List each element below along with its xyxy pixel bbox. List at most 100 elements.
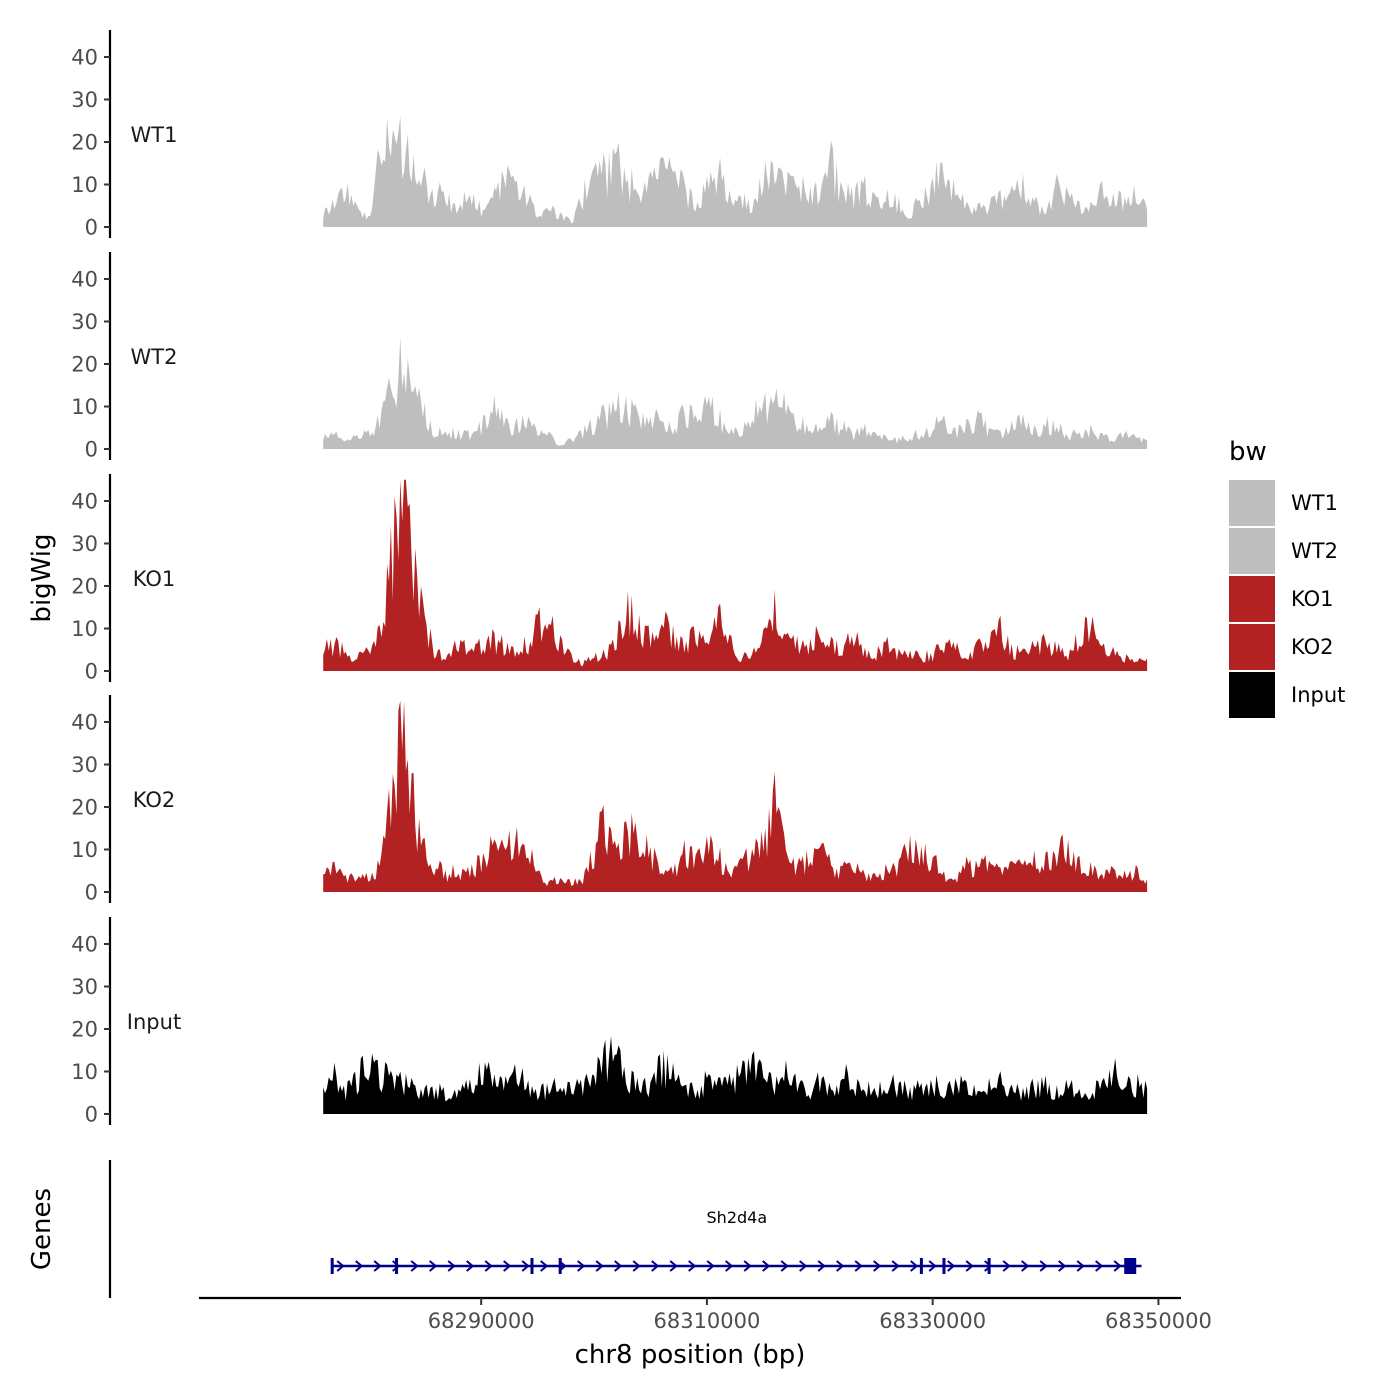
y-tick-label: 0	[85, 660, 98, 684]
strand-arrow	[836, 1260, 845, 1272]
strand-arrow	[780, 1260, 789, 1272]
legend-label: WT2	[1291, 539, 1338, 563]
strand-arrow	[1039, 1260, 1048, 1272]
strand-arrow	[873, 1260, 882, 1272]
exon	[558, 1258, 562, 1274]
legend-item-wt2: WT2	[1229, 528, 1338, 574]
y-tick-label: 30	[71, 532, 98, 556]
y-tick-label: 40	[71, 933, 98, 957]
strand-arrow	[577, 1260, 586, 1272]
strand-arrow	[336, 1260, 345, 1272]
legend-swatch	[1229, 576, 1275, 622]
track-wt1: 0 10 20 30 40 WT1	[71, 30, 1148, 240]
strand-arrow	[466, 1260, 475, 1272]
y-tick-label: 0	[85, 881, 98, 905]
x-axis-title: chr8 position (bp)	[575, 1340, 806, 1370]
strand-arrow	[706, 1260, 715, 1272]
strand-arrow	[688, 1260, 697, 1272]
strand-arrow	[1095, 1260, 1104, 1272]
strand-arrow	[373, 1260, 382, 1272]
area-wt1	[323, 115, 1148, 227]
y-tick-label: 30	[71, 753, 98, 777]
legend-swatch	[1229, 528, 1275, 574]
y-tick-label: 20	[71, 575, 98, 599]
track-ko2: 0 10 20 30 40 KO2	[71, 695, 1148, 905]
area-input	[323, 1036, 1148, 1114]
y-tick-label: 40	[71, 46, 98, 70]
x-tick-label: 68290000	[428, 1309, 535, 1333]
legend-item-ko1: KO1	[1229, 576, 1334, 622]
exon	[942, 1258, 946, 1274]
strand-arrow	[614, 1260, 623, 1272]
y-axis-title: bigWig	[27, 533, 57, 622]
strand-arrow	[1113, 1260, 1122, 1272]
strand-arrow	[725, 1260, 734, 1272]
exon	[919, 1258, 923, 1274]
strand-arrow	[521, 1260, 530, 1272]
strand-arrow	[484, 1260, 493, 1272]
strand-arrow	[762, 1260, 771, 1272]
y-tick-label: 40	[71, 490, 98, 514]
legend-items: WT1 WT2 KO1 KO2 Input	[1229, 480, 1345, 718]
y-tick-label: 10	[71, 1060, 98, 1084]
exon	[330, 1258, 334, 1274]
strand-arrow	[1058, 1260, 1067, 1272]
y-tick-label: 40	[71, 268, 98, 292]
track-label: KO1	[133, 567, 176, 591]
strand-arrow	[947, 1260, 956, 1272]
legend-label: KO1	[1291, 587, 1334, 611]
strand-arrow	[1021, 1260, 1030, 1272]
track-label: WT2	[131, 345, 178, 369]
x-tick-label: 68310000	[653, 1309, 760, 1333]
gene-name: Sh2d4a	[707, 1208, 768, 1227]
y-tick-label: 10	[71, 838, 98, 862]
legend-label: Input	[1291, 683, 1345, 707]
strand-arrow	[669, 1260, 678, 1272]
strand-arrow	[355, 1260, 364, 1272]
strand-arrow	[447, 1260, 456, 1272]
track-label: WT1	[131, 123, 178, 147]
strand-arrow	[410, 1260, 419, 1272]
legend-label: KO2	[1291, 635, 1334, 659]
y-tick-label: 0	[85, 1103, 98, 1127]
y-tick-label: 30	[71, 310, 98, 334]
track-input: 0 10 20 30 40 Input	[71, 917, 1148, 1127]
strand-arrow	[1076, 1260, 1085, 1272]
track-ko1: 0 10 20 30 40 KO1	[71, 474, 1148, 684]
strand-arrow	[651, 1260, 660, 1272]
y-tick-label: 10	[71, 617, 98, 641]
legend: bw WT1 WT2 KO1 KO2 Input	[1229, 437, 1345, 718]
y-tick-label: 20	[71, 1018, 98, 1042]
y-tick-label: 10	[71, 173, 98, 197]
y-tick-label: 0	[85, 438, 98, 462]
strand-arrow	[392, 1260, 401, 1272]
legend-swatch	[1229, 624, 1275, 670]
strand-arrow	[540, 1260, 549, 1272]
y-tick-label: 40	[71, 711, 98, 735]
strand-arrow	[965, 1260, 974, 1272]
strand-arrow	[799, 1260, 808, 1272]
legend-label: WT1	[1291, 491, 1338, 515]
strand-arrow	[1002, 1260, 1011, 1272]
strand-arrow	[891, 1260, 900, 1272]
legend-item-wt1: WT1	[1229, 480, 1338, 526]
y-tick-label: 30	[71, 975, 98, 999]
y-tick-label: 30	[71, 88, 98, 112]
track-label: KO2	[133, 788, 176, 812]
y-tick-label: 0	[85, 216, 98, 240]
legend-swatch	[1229, 480, 1275, 526]
bigwig-tracks: 0 10 20 30 40 WT1 0 10 20 30 40 WT2 0 10 20 30 40 KO1 0 10 2…	[71, 30, 1148, 1127]
x-tick-label: 68330000	[879, 1309, 986, 1333]
x-tick-label: 68350000	[1105, 1309, 1212, 1333]
strand-arrow	[854, 1260, 863, 1272]
strand-arrow	[910, 1260, 919, 1272]
strand-arrow	[632, 1260, 641, 1272]
legend-swatch	[1229, 672, 1275, 718]
gene-sh2d4a: Sh2d4a	[330, 1208, 1142, 1274]
exon	[395, 1258, 399, 1274]
y-tick-label: 20	[71, 796, 98, 820]
area-ko2	[323, 700, 1148, 892]
strand-arrow	[429, 1260, 438, 1272]
strand-arrow	[928, 1260, 937, 1272]
